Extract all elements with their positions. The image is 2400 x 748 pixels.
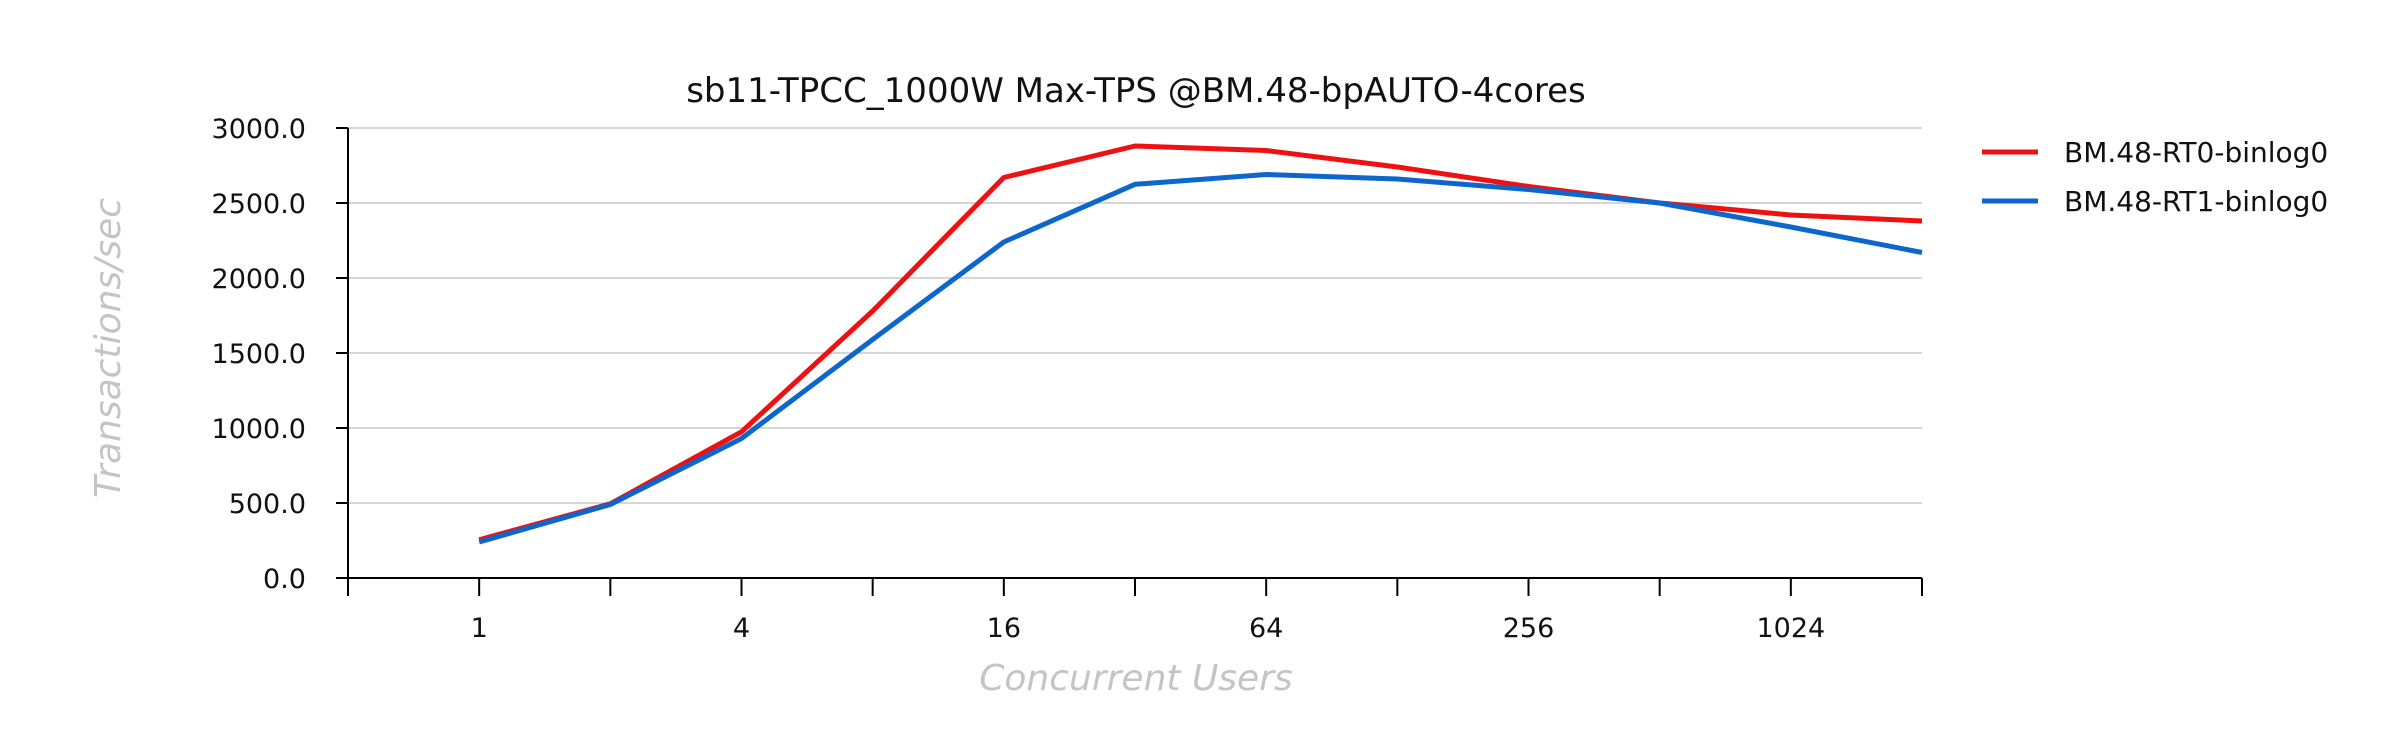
x-tick-label: 4 [733,613,750,644]
legend-label-1: BM.48-RT0-binlog0 [2064,136,2328,169]
y-tick-label: 2500.0 [212,189,306,220]
gridlines [348,127,1922,504]
legend-label-2: BM.48-RT1-binlog0 [2064,185,2328,218]
legend: BM.48-RT0-binlog0 BM.48-RT1-binlog0 [1982,136,2328,218]
y-tick-label: 1500.0 [212,339,306,370]
y-axis-title: Transactions/sec [88,198,129,498]
y-tick-label: 1000.0 [212,414,306,445]
series-line-1 [478,143,1923,543]
axes [336,127,1923,596]
x-tick-label: 1 [471,613,488,644]
x-tick-label: 256 [1503,613,1555,644]
y-tick-label: 500.0 [229,489,306,520]
x-tick-label: 1024 [1756,613,1825,644]
y-tick-label: 0.0 [263,564,306,595]
chart-title: sb11-TPCC_1000W Max-TPS @BM.48-bpAUTO-4c… [686,71,1586,111]
tick-labels: 0.0 500.0 1000.0 1500.0 2000.0 2500.0 3000.0 1 4… [212,114,1826,644]
y-tick-label: 3000.0 [212,114,306,145]
y-tick-label: 2000.0 [212,264,306,295]
series-line-2 [478,172,1923,545]
x-axis-title: Concurrent Users [979,658,1293,699]
x-tick-label: 16 [987,613,1021,644]
series-lines [478,143,1923,545]
x-tick-label: 64 [1249,613,1283,644]
